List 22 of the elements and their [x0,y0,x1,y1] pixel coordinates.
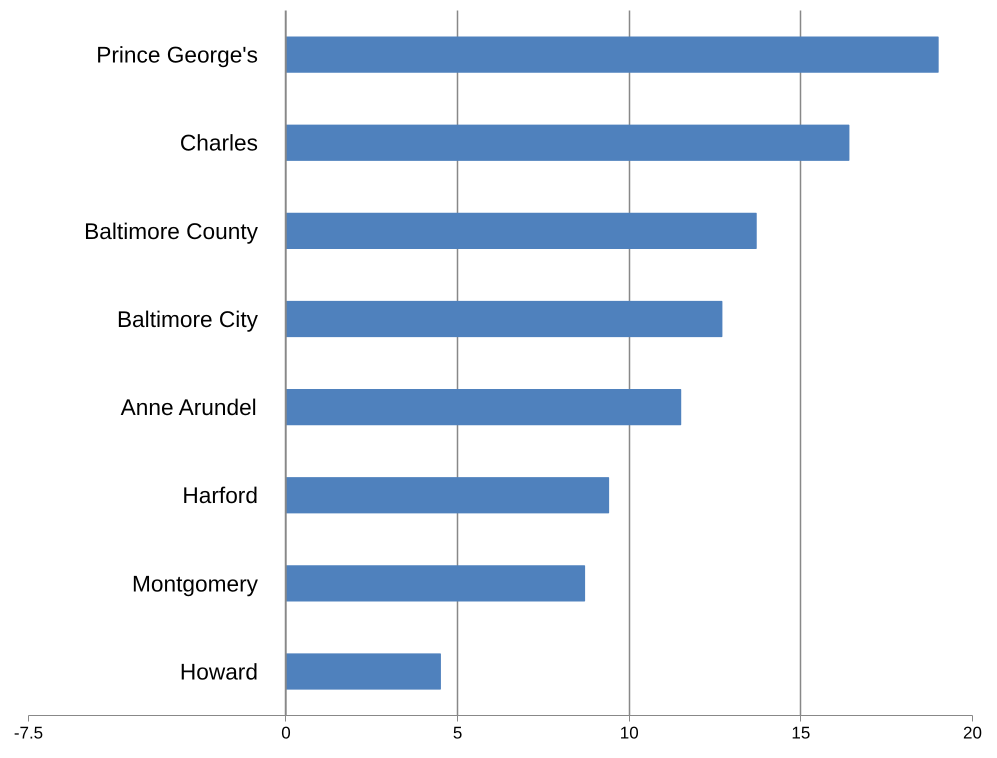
y-tick-label: Anne Arundel [120,394,257,420]
y-tick-label: Baltimore County [84,218,259,244]
bar [285,36,939,73]
bar [285,300,722,338]
y-tick-label: Howard [180,658,258,684]
bar [285,124,850,161]
y-tick-label: Charles [180,130,258,156]
x-tick-label: 20 [963,724,982,742]
bar [285,212,757,249]
bar [285,565,586,602]
x-tick-label: -7.5 [14,724,44,742]
y-tick-label: Montgomery [132,570,259,596]
bar [285,388,682,426]
y-tick-label: Prince George's [96,42,258,68]
x-tick-label: 5 [452,724,462,742]
bar [285,477,610,514]
y-tick-label: Baltimore City [116,306,259,332]
x-tick-label: 10 [620,724,639,742]
y-tick-label: Harford [182,482,258,508]
x-tick-label: 15 [791,724,810,742]
x-tick-label: 0 [281,724,291,742]
bar [285,653,441,690]
